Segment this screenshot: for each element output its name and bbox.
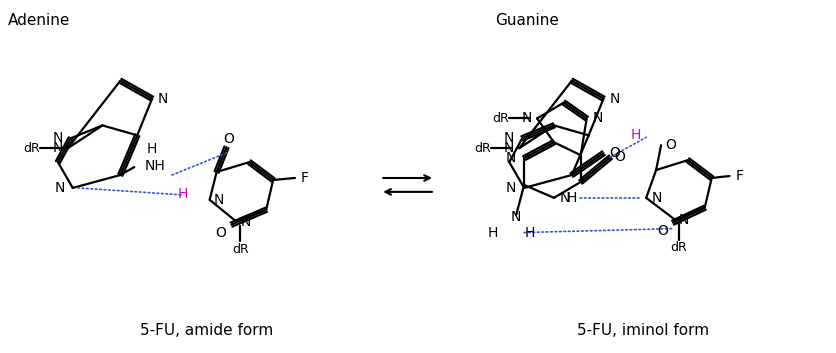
Text: N: N bbox=[53, 131, 63, 145]
Text: N: N bbox=[521, 112, 532, 125]
Text: N: N bbox=[505, 151, 516, 165]
Text: dR: dR bbox=[670, 241, 686, 254]
Text: N: N bbox=[678, 213, 689, 227]
Text: N: N bbox=[503, 141, 513, 155]
Text: N: N bbox=[650, 191, 660, 205]
Text: Adenine: Adenine bbox=[8, 13, 70, 28]
Text: O: O bbox=[665, 138, 675, 152]
Text: H: H bbox=[523, 226, 534, 240]
Text: N: N bbox=[592, 112, 602, 125]
Text: O: O bbox=[656, 223, 667, 238]
Text: O: O bbox=[609, 146, 619, 160]
Text: NH: NH bbox=[144, 159, 165, 173]
Text: N: N bbox=[53, 141, 63, 155]
Text: N: N bbox=[213, 193, 224, 207]
Text: F: F bbox=[735, 169, 742, 183]
Text: dR: dR bbox=[492, 112, 508, 125]
Text: 5-FU, amide form: 5-FU, amide form bbox=[140, 323, 273, 338]
Text: H: H bbox=[566, 191, 576, 205]
Text: N: N bbox=[503, 131, 513, 145]
Text: dR: dR bbox=[474, 142, 491, 155]
Text: N: N bbox=[54, 181, 64, 195]
Text: Guanine: Guanine bbox=[495, 13, 558, 28]
Text: O: O bbox=[614, 150, 624, 164]
Text: dR: dR bbox=[232, 243, 248, 256]
Text: F: F bbox=[301, 171, 308, 185]
Text: O: O bbox=[216, 226, 227, 240]
Text: N: N bbox=[511, 210, 521, 224]
Text: N: N bbox=[559, 191, 569, 205]
Text: N: N bbox=[609, 92, 619, 106]
Text: N: N bbox=[158, 92, 168, 106]
Text: H: H bbox=[177, 187, 187, 201]
Text: H: H bbox=[147, 142, 157, 156]
Text: H: H bbox=[487, 226, 497, 240]
Text: dR: dR bbox=[23, 142, 40, 155]
Text: N: N bbox=[505, 181, 516, 195]
Text: H: H bbox=[630, 128, 640, 142]
Text: N: N bbox=[240, 215, 251, 229]
Text: 5-FU, iminol form: 5-FU, iminol form bbox=[577, 323, 708, 338]
Text: O: O bbox=[223, 132, 234, 146]
